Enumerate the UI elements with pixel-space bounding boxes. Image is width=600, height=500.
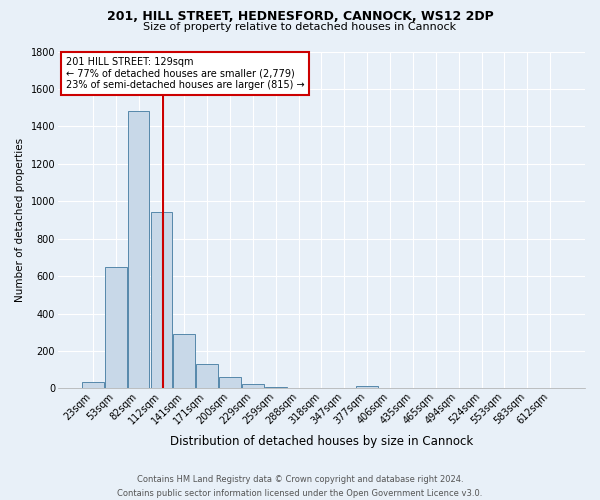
Y-axis label: Number of detached properties: Number of detached properties xyxy=(15,138,25,302)
Bar xyxy=(242,384,264,388)
Bar xyxy=(82,382,104,388)
Bar xyxy=(128,112,149,388)
Bar xyxy=(196,364,218,388)
Bar xyxy=(151,212,172,388)
Text: Size of property relative to detached houses in Cannock: Size of property relative to detached ho… xyxy=(143,22,457,32)
Bar xyxy=(173,334,195,388)
Bar xyxy=(105,267,127,388)
Bar xyxy=(219,377,241,388)
Text: Contains HM Land Registry data © Crown copyright and database right 2024.
Contai: Contains HM Land Registry data © Crown c… xyxy=(118,476,482,498)
Text: 201 HILL STREET: 129sqm
← 77% of detached houses are smaller (2,779)
23% of semi: 201 HILL STREET: 129sqm ← 77% of detache… xyxy=(66,56,304,90)
Text: 201, HILL STREET, HEDNESFORD, CANNOCK, WS12 2DP: 201, HILL STREET, HEDNESFORD, CANNOCK, W… xyxy=(107,10,493,23)
Bar xyxy=(265,386,287,388)
Bar xyxy=(356,386,378,388)
X-axis label: Distribution of detached houses by size in Cannock: Distribution of detached houses by size … xyxy=(170,434,473,448)
